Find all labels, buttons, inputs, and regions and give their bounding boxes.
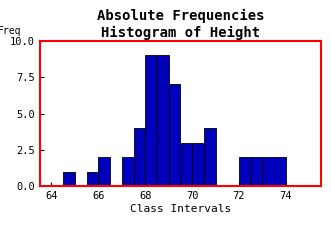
Bar xyxy=(180,143,192,186)
Bar xyxy=(204,128,215,186)
Bar xyxy=(262,157,286,186)
Bar xyxy=(87,172,98,186)
Bar xyxy=(133,128,145,186)
Bar xyxy=(157,55,169,186)
Title: Absolute Frequencies
Histogram of Height: Absolute Frequencies Histogram of Height xyxy=(97,9,264,40)
Text: Freq: Freq xyxy=(0,26,22,36)
Bar xyxy=(169,84,180,186)
Bar xyxy=(251,157,262,186)
Bar xyxy=(192,143,204,186)
Bar xyxy=(239,157,251,186)
Bar xyxy=(122,157,133,186)
X-axis label: Class Intervals: Class Intervals xyxy=(130,204,231,214)
Bar xyxy=(63,172,75,186)
Bar xyxy=(145,55,157,186)
Bar xyxy=(98,157,110,186)
